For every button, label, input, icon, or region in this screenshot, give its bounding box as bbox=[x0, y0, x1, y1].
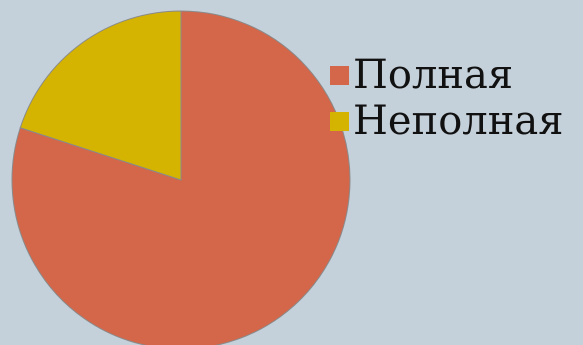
legend-item-partial: Неполная bbox=[330, 98, 563, 144]
legend-label-partial: Неполная bbox=[353, 98, 564, 144]
legend-swatch-full bbox=[330, 65, 349, 85]
chart-legend: Полная Неполная bbox=[330, 52, 563, 144]
legend-swatch-partial bbox=[330, 111, 349, 131]
legend-label-full: Полная bbox=[353, 52, 514, 98]
legend-item-full: Полная bbox=[330, 52, 563, 98]
pie-slice-full bbox=[11, 10, 351, 345]
pie-slice-partial bbox=[19, 10, 182, 181]
